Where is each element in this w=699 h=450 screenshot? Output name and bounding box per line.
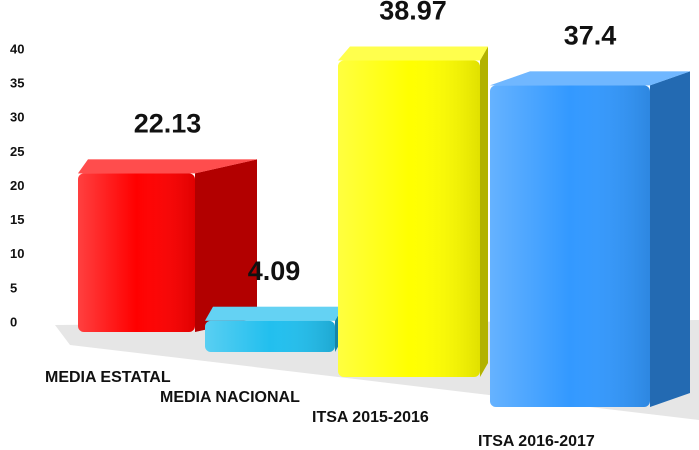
x-tick-label: MEDIA ESTATAL [45,369,171,386]
bar-side [195,159,257,332]
bar-side-shade [650,71,690,408]
x-tick-label: MEDIA NACIONAL [160,389,300,406]
y-tick-label: 25 [10,144,24,159]
y-tick-label: 20 [10,178,24,193]
bar-gloss [338,60,480,378]
bar-top [338,46,488,61]
value-label: 4.09 [248,256,301,286]
x-tick-label: ITSA 2015-2016 [312,409,429,426]
y-tick-label: 5 [10,280,17,295]
bar-top-shade [78,159,257,174]
bar-side [650,71,690,408]
bar-top-shade [338,46,488,61]
bar-side-shade [480,46,488,378]
y-tick-label: 30 [10,110,24,125]
bar-top [78,159,257,174]
y-tick-label: 10 [10,246,24,261]
bar-gloss [205,320,335,352]
bar-side-shade [195,159,257,332]
value-label: 37.4 [564,21,617,51]
y-tick-label: 15 [10,212,24,227]
bar-top [205,306,343,321]
bar-gloss [490,85,650,408]
bar-gloss [78,173,195,332]
bar-side [480,46,488,378]
y-tick-label: 0 [10,314,17,329]
value-label: 22.13 [134,109,202,139]
bar-top-shade [205,306,343,321]
y-tick-label: 40 [10,41,24,56]
value-label: 38.97 [379,0,447,26]
bar-top [490,71,690,86]
bar-top-shade [490,71,690,86]
x-tick-label: ITSA 2016-2017 [478,433,595,450]
y-tick-label: 35 [10,76,24,91]
